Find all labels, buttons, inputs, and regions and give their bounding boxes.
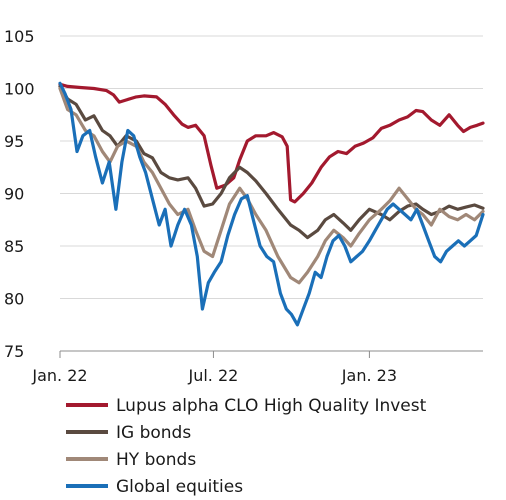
y-tick-label: 105 [4,27,35,46]
x-tick-label: Jul. 22 [188,366,239,385]
y-tick-label: 90 [4,185,24,204]
y-tick-label: 95 [4,132,24,151]
series-line-3 [58,81,485,327]
legend-label: Global equities [116,477,243,497]
y-tick-label: 85 [4,237,24,256]
x-tick-label: Jan. 22 [31,366,87,385]
series-lines [58,81,485,327]
x-axis: Jan. 22 Jul. 22 Jan. 23 [31,350,483,385]
legend: Lupus alpha CLO High Quality Invest IG bo… [66,396,427,497]
legend-label: IG bonds [116,423,191,443]
series-line-0 [58,82,485,204]
grid-lines [60,35,483,299]
y-tick-label: 75 [4,342,24,361]
x-tick-label: Jan. 23 [341,366,397,385]
y-tick-label: 80 [4,290,24,309]
y-axis-ticks: 75 80 85 90 95 100 105 [4,27,35,361]
series-line-2 [58,86,485,285]
y-tick-label: 100 [4,80,35,99]
legend-label: Lupus alpha CLO High Quality Invest [116,396,427,416]
legend-label: HY bonds [116,450,196,470]
